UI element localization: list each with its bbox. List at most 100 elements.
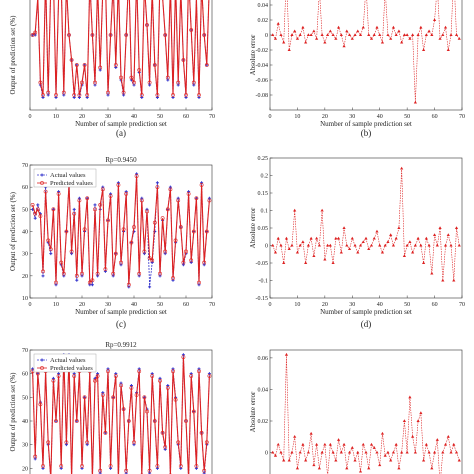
- x-tick-label: 50: [157, 302, 163, 308]
- y-tick-label: -0.15: [256, 296, 269, 302]
- error-point: [347, 33, 352, 36]
- error-point: [312, 29, 316, 33]
- predicted-point: [124, 468, 129, 473]
- predicted-point: [194, 464, 199, 468]
- error-point: [323, 40, 327, 44]
- error-point: [347, 450, 352, 454]
- y-tick-label: 40: [22, 230, 28, 236]
- predicted-point: [160, 216, 165, 221]
- x-tick-label: 40: [131, 114, 137, 120]
- error-point: [449, 450, 453, 454]
- error-point: [422, 261, 426, 264]
- x-tick-label: 20: [322, 114, 328, 120]
- error-point: [452, 278, 456, 282]
- actual-point: [111, 274, 115, 278]
- predicted-point: [61, 90, 66, 95]
- y-tick-label: 0.02: [258, 419, 269, 425]
- x-tick-label: 20: [79, 114, 85, 120]
- predicted-point: [199, 430, 204, 435]
- actual-point: [80, 274, 84, 278]
- predicted-point: [80, 271, 84, 276]
- y-axis-label: Absolute error: [249, 34, 257, 75]
- legend-marker: [40, 181, 44, 185]
- panel-label: (c): [116, 319, 126, 329]
- predicted-point: [93, 207, 97, 212]
- predicted-point: [137, 369, 142, 374]
- error-point: [364, 236, 368, 240]
- x-axis-label: Number of sample prediction set: [75, 120, 167, 128]
- error-point: [317, 243, 321, 247]
- x-tick-label: 40: [377, 302, 383, 308]
- predicted-point: [93, 378, 97, 383]
- predicted-point: [77, 93, 82, 97]
- panel-a: 0 10 20 30 40 50 60 70 Number of sample predicti…: [9, 0, 215, 138]
- series-line: [32, 0, 210, 96]
- error-point: [279, 450, 283, 454]
- error-point: [315, 442, 319, 446]
- predicted-point: [119, 383, 123, 388]
- predicted-point: [106, 369, 110, 374]
- y-axis-label: Output of prediction set (%): [9, 191, 17, 271]
- predicted-point: [202, 33, 207, 37]
- predicted-point: [145, 23, 149, 27]
- predicted-point: [189, 374, 194, 378]
- error-point: [400, 40, 404, 44]
- error-point: [432, 18, 437, 21]
- predicted-point: [137, 271, 142, 276]
- y-tick-label: 0: [265, 244, 268, 250]
- error-point: [328, 243, 332, 247]
- predicted-point: [186, 191, 191, 196]
- predicted-point: [38, 402, 43, 407]
- error-point: [312, 463, 316, 467]
- predicted-point: [106, 218, 110, 223]
- actual-point: [88, 283, 92, 287]
- error-point: [301, 240, 305, 243]
- error-point: [304, 261, 308, 264]
- predicted-point: [145, 409, 149, 414]
- x-tick-label: 10: [53, 302, 59, 308]
- actual-point: [36, 203, 40, 207]
- error-point: [271, 450, 275, 454]
- error-point: [394, 33, 398, 36]
- legend-marker: [40, 358, 44, 362]
- error-point: [405, 243, 409, 247]
- error-point: [454, 226, 459, 229]
- predicted-point: [189, 258, 194, 263]
- x-tick-label: 0: [269, 114, 272, 120]
- x-tick-label: 60: [432, 114, 438, 120]
- error-point: [309, 431, 313, 435]
- y-tick-label: 60: [22, 185, 28, 191]
- predicted-point: [176, 198, 181, 203]
- y-tick-label: -0.02: [256, 48, 269, 54]
- error-point: [320, 208, 324, 212]
- predicted-point: [191, 80, 196, 85]
- predicted-point: [98, 468, 103, 473]
- actual-point: [176, 196, 180, 200]
- y-tick-label: 50: [22, 207, 28, 213]
- plot-frame: [269, 157, 463, 299]
- error-point: [457, 243, 461, 247]
- x-tick-label: 50: [157, 114, 163, 120]
- predicted-point: [191, 409, 196, 414]
- error-point: [304, 40, 308, 44]
- predicted-point: [106, 90, 110, 95]
- predicted-point: [121, 407, 126, 412]
- predicted-point: [46, 440, 51, 445]
- y-tick-label: 70: [22, 348, 28, 354]
- y-tick-label: -0.1: [259, 279, 269, 285]
- error-point: [323, 442, 327, 446]
- error-point: [339, 33, 343, 36]
- predicted-point: [85, 440, 90, 445]
- error-point: [301, 25, 305, 29]
- series-line: [32, 357, 210, 474]
- error-point: [361, 240, 365, 243]
- actual-point: [116, 181, 120, 185]
- predicted-point: [181, 58, 186, 62]
- predicted-point: [82, 63, 87, 67]
- plot-area: [271, 0, 461, 104]
- predicted-point: [197, 280, 201, 285]
- predicted-point: [64, 229, 69, 234]
- actual-point: [72, 207, 76, 211]
- predicted-point: [202, 468, 207, 473]
- actual-point: [54, 283, 58, 287]
